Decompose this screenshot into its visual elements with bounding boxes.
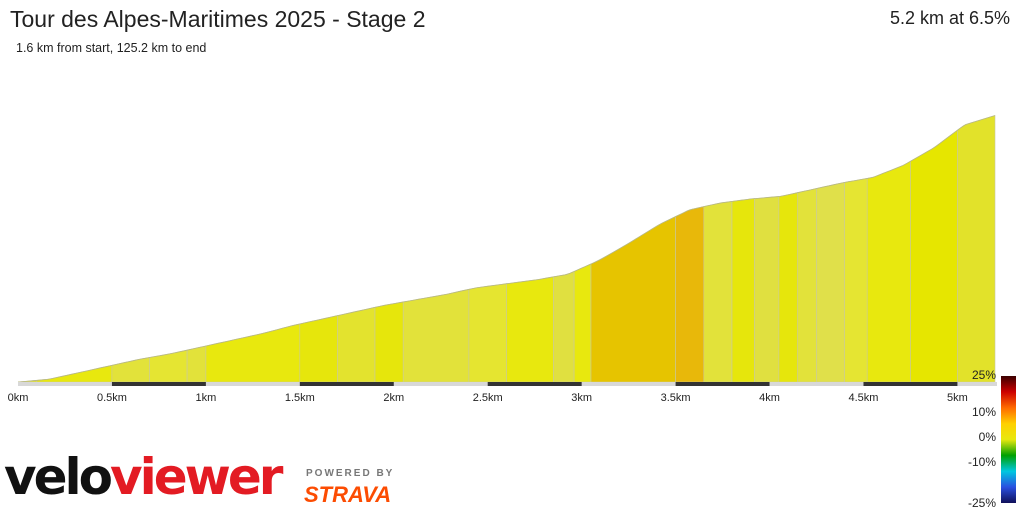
- x-tick-label: 3.5km: [661, 392, 691, 404]
- gradient-segment: [186, 345, 207, 383]
- x-tick-label: 5km: [947, 392, 968, 404]
- colorbar-label: 25%: [972, 368, 996, 382]
- gradient-segment: [675, 206, 705, 383]
- gradient-segment: [468, 283, 507, 383]
- colorbar-label: 10%: [972, 405, 996, 419]
- x-tick-label: 1km: [195, 392, 216, 404]
- profile-line: [17, 115, 996, 383]
- gradient-segment: [957, 115, 996, 383]
- gradient-segment: [816, 182, 846, 383]
- x-tick-label: 0.5km: [97, 392, 127, 404]
- chart-subtitle: 1.6 km from start, 125.2 km to end: [16, 41, 207, 55]
- gradient-segment: [149, 349, 188, 383]
- veloviewer-logo: veloviewer: [4, 448, 283, 506]
- gradient-segment: [731, 198, 755, 383]
- axis-block: [863, 382, 958, 386]
- powered-by-label: POWERED BY: [306, 468, 395, 479]
- gradient-segment: [553, 270, 575, 383]
- gradient-segment: [754, 196, 780, 383]
- x-tick-label: 1.5km: [285, 392, 315, 404]
- x-tick-label: 2.5km: [473, 392, 503, 404]
- gradient-segment: [866, 160, 911, 383]
- gradient-segment: [778, 192, 799, 383]
- gradient-segment: [337, 306, 376, 383]
- colorbar-label: -25%: [968, 496, 996, 510]
- x-tick-label: 4.5km: [848, 392, 878, 404]
- gradient-segment: [402, 288, 470, 383]
- axis-block: [299, 382, 394, 386]
- gradient-segments: [17, 115, 996, 383]
- colorbar-label: 0%: [979, 430, 997, 444]
- axis-block: [675, 382, 770, 386]
- gradient-segment: [374, 301, 404, 383]
- x-tick-label: 2km: [383, 392, 404, 404]
- axis-block: [111, 382, 206, 386]
- x-tick-label: 4km: [759, 392, 780, 404]
- colorbar-label: -10%: [968, 455, 996, 469]
- x-tick-label: 0km: [8, 392, 29, 404]
- gradient-segment: [910, 129, 958, 383]
- gradient-segment: [299, 315, 338, 383]
- gradient-colorbar: 25% 10% 0% -10% -25%: [968, 368, 1016, 510]
- x-tick-label: 3km: [571, 392, 592, 404]
- profile-outline: [17, 115, 996, 383]
- axis-block: [487, 382, 582, 386]
- strava-logo: STRAVA: [304, 482, 392, 507]
- gradient-segment: [797, 188, 817, 383]
- colorbar-scale: [1001, 376, 1016, 503]
- gradient-segment: [703, 201, 733, 383]
- chart-title: Tour des Alpes-Maritimes 2025 - Stage 2: [10, 6, 426, 32]
- gradient-segment: [506, 276, 554, 383]
- gradient-segment: [205, 323, 301, 383]
- distance-axis: 0km 0.5km 1km 1.5km 2km 2.5km 3km 3.5km 4km 4.5km…: [8, 382, 997, 404]
- gradient-segment: [573, 263, 592, 383]
- climb-summary: 5.2 km at 6.5%: [889, 8, 1010, 28]
- gradient-segment: [844, 178, 868, 383]
- gradient-segment: [590, 216, 676, 383]
